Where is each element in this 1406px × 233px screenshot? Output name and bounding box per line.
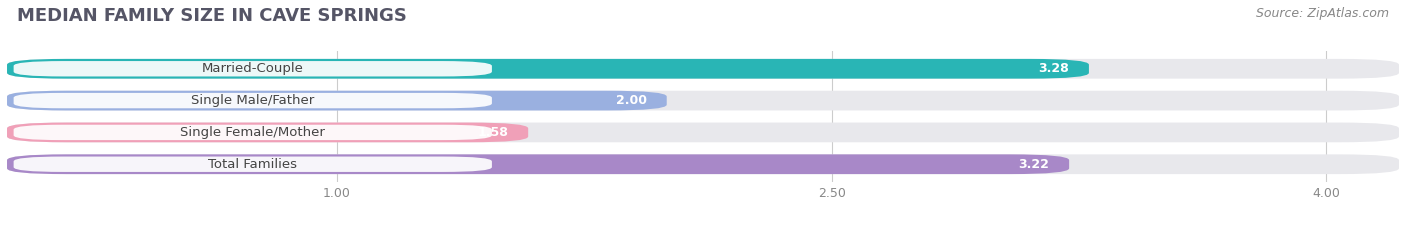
FancyBboxPatch shape	[14, 61, 492, 76]
FancyBboxPatch shape	[14, 125, 492, 140]
Text: Single Male/Father: Single Male/Father	[191, 94, 315, 107]
FancyBboxPatch shape	[7, 154, 1069, 174]
FancyBboxPatch shape	[7, 123, 529, 142]
FancyBboxPatch shape	[7, 91, 1399, 110]
Text: 3.22: 3.22	[1018, 158, 1049, 171]
FancyBboxPatch shape	[7, 123, 1399, 142]
Text: 3.28: 3.28	[1039, 62, 1069, 75]
Text: 2.00: 2.00	[616, 94, 647, 107]
FancyBboxPatch shape	[7, 91, 666, 110]
FancyBboxPatch shape	[14, 93, 492, 108]
FancyBboxPatch shape	[7, 59, 1088, 79]
Text: Source: ZipAtlas.com: Source: ZipAtlas.com	[1256, 7, 1389, 20]
Text: MEDIAN FAMILY SIZE IN CAVE SPRINGS: MEDIAN FAMILY SIZE IN CAVE SPRINGS	[17, 7, 406, 25]
FancyBboxPatch shape	[14, 157, 492, 172]
Text: Single Female/Mother: Single Female/Mother	[180, 126, 325, 139]
Text: 1.58: 1.58	[478, 126, 509, 139]
FancyBboxPatch shape	[7, 59, 1399, 79]
Text: Total Families: Total Families	[208, 158, 297, 171]
FancyBboxPatch shape	[7, 154, 1399, 174]
Text: Married-Couple: Married-Couple	[202, 62, 304, 75]
